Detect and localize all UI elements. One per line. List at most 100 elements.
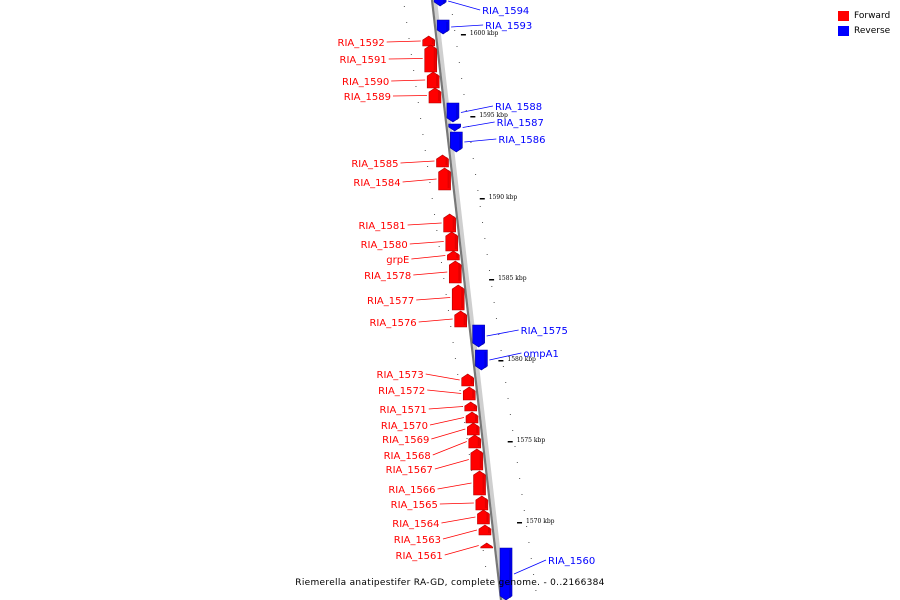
gene-RIA_1570[interactable]: RIA_1570 xyxy=(381,411,479,432)
gene-label[interactable]: RIA_1575 xyxy=(521,326,568,337)
gene-label[interactable]: RIA_1593 xyxy=(485,21,532,32)
gene-arrow[interactable] xyxy=(422,35,436,47)
gene-arrow[interactable] xyxy=(450,131,463,153)
gene-RIA_1576[interactable]: RIA_1576 xyxy=(369,310,467,329)
gene-arrow[interactable] xyxy=(454,310,467,328)
gene-RIA_1584[interactable]: RIA_1584 xyxy=(353,167,451,191)
gene-label[interactable]: RIA_1560 xyxy=(548,556,595,567)
gene-RIA_1572[interactable]: RIA_1572 xyxy=(378,386,476,401)
gene-RIA_1587[interactable]: RIA_1587 xyxy=(448,118,544,132)
gene-arrow[interactable] xyxy=(472,324,485,348)
gene-label[interactable]: RIA_1577 xyxy=(367,296,414,307)
gene-RIA_1575[interactable]: RIA_1575 xyxy=(472,324,568,348)
gene-arrow[interactable] xyxy=(436,154,449,168)
gene-label[interactable]: RIA_1570 xyxy=(381,421,428,432)
gene-arrow[interactable] xyxy=(451,284,465,311)
gene-arrow[interactable] xyxy=(436,19,450,35)
gene-label[interactable]: RIA_1580 xyxy=(361,240,408,251)
gene-label[interactable]: RIA_1576 xyxy=(369,318,416,329)
gene-arrow[interactable] xyxy=(477,509,490,525)
gene-arrow[interactable] xyxy=(468,434,482,449)
gene-RIA_1560[interactable]: RIA_1560 xyxy=(499,547,595,600)
gene-arrow[interactable] xyxy=(464,401,478,412)
gene-label[interactable]: RIA_1592 xyxy=(338,38,385,49)
gene-RIA_1589[interactable]: RIA_1589 xyxy=(344,87,442,104)
gene-arrow[interactable] xyxy=(475,349,488,371)
gene-RIA_1578[interactable]: RIA_1578 xyxy=(364,260,462,284)
gene-label[interactable]: RIA_1587 xyxy=(497,118,544,129)
gene-RIA_1590[interactable]: RIA_1590 xyxy=(342,71,440,89)
gene-RIA_1577[interactable]: RIA_1577 xyxy=(367,284,465,311)
gene-label[interactable]: RIA_1573 xyxy=(377,370,424,381)
gene-arrow[interactable] xyxy=(433,0,447,7)
gene-arrow[interactable] xyxy=(448,260,462,284)
gene-RIA_1580[interactable]: RIA_1580 xyxy=(361,231,459,252)
gene-label[interactable]: ompA1 xyxy=(523,349,558,360)
gene-label[interactable]: RIA_1569 xyxy=(382,435,429,446)
gene-arrow[interactable] xyxy=(448,123,461,132)
gene-RIA_1565[interactable]: RIA_1565 xyxy=(391,495,489,511)
gene-label[interactable]: RIA_1588 xyxy=(495,102,542,113)
gene-RIA_1573[interactable]: RIA_1573 xyxy=(377,370,475,387)
gene-RIA_1593[interactable]: RIA_1593 xyxy=(436,19,532,35)
gene-arrow[interactable] xyxy=(424,44,438,73)
gene-arrow[interactable] xyxy=(499,547,513,600)
gene-arrow[interactable] xyxy=(461,373,475,387)
gene-label[interactable]: RIA_1564 xyxy=(392,519,439,530)
gene-label[interactable]: RIA_1563 xyxy=(394,535,441,546)
gene-RIA_1588[interactable]: RIA_1588 xyxy=(446,102,542,123)
gene-arrow[interactable] xyxy=(428,87,442,104)
gene-label[interactable]: RIA_1567 xyxy=(386,465,433,476)
gene-arrow[interactable] xyxy=(443,213,456,233)
gene-RIA_1591[interactable]: RIA_1591 xyxy=(340,44,438,73)
gene-arrow[interactable] xyxy=(465,411,479,424)
gene-label[interactable]: RIA_1594 xyxy=(482,6,529,17)
gene-shade xyxy=(475,414,478,421)
gene-grpE[interactable]: grpE xyxy=(386,250,460,266)
gene-arrow[interactable] xyxy=(475,495,489,511)
gene-label[interactable]: RIA_1584 xyxy=(353,178,400,189)
gene-arrow[interactable] xyxy=(480,542,494,549)
gene-RIA_1585[interactable]: RIA_1585 xyxy=(351,154,449,170)
gene-label[interactable]: RIA_1571 xyxy=(380,405,427,416)
gene-arrow[interactable] xyxy=(473,470,486,496)
gene-RIA_1564[interactable]: RIA_1564 xyxy=(392,509,490,530)
scale-dot xyxy=(512,430,514,431)
gene-RIA_1566[interactable]: RIA_1566 xyxy=(388,470,486,496)
gene-label[interactable]: RIA_1590 xyxy=(342,77,389,88)
gene-arrow[interactable] xyxy=(426,71,440,89)
gene-RIA_1567[interactable]: RIA_1567 xyxy=(386,448,484,476)
gene-label[interactable]: RIA_1572 xyxy=(378,386,425,397)
gene-ompA1[interactable]: ompA1 xyxy=(475,349,559,371)
gene-label[interactable]: RIA_1581 xyxy=(358,221,405,232)
gene-arrow[interactable] xyxy=(462,386,476,401)
gene-RIA_1561[interactable]: RIA_1561 xyxy=(396,542,494,562)
gene-label[interactable]: RIA_1561 xyxy=(396,551,443,562)
gene-arrow[interactable] xyxy=(478,524,492,536)
gene-label[interactable]: RIA_1566 xyxy=(388,485,435,496)
gene-shade xyxy=(447,170,450,188)
gene-label[interactable]: RIA_1586 xyxy=(498,135,545,146)
gene-leader-line xyxy=(460,105,494,113)
gene-RIA_1594[interactable]: RIA_1594 xyxy=(433,0,529,17)
gene-RIA_1592[interactable]: RIA_1592 xyxy=(338,35,436,49)
gene-label[interactable]: RIA_1578 xyxy=(364,271,411,282)
gene-label[interactable]: RIA_1568 xyxy=(384,451,431,462)
gene-RIA_1563[interactable]: RIA_1563 xyxy=(394,524,492,546)
gene-arrow[interactable] xyxy=(447,250,460,261)
gene-RIA_1569[interactable]: RIA_1569 xyxy=(382,422,480,446)
gene-arrow[interactable] xyxy=(467,422,480,436)
gene-arrow[interactable] xyxy=(446,102,460,123)
gene-label[interactable]: RIA_1565 xyxy=(391,500,438,511)
gene-RIA_1581[interactable]: RIA_1581 xyxy=(358,213,456,233)
gene-label[interactable]: RIA_1585 xyxy=(351,159,398,170)
gene-arrow[interactable] xyxy=(470,448,484,471)
gene-arrow[interactable] xyxy=(438,167,451,191)
gene-RIA_1571[interactable]: RIA_1571 xyxy=(380,401,478,416)
gene-arrow[interactable] xyxy=(445,231,459,252)
gene-label[interactable]: grpE xyxy=(386,255,409,266)
gene-RIA_1586[interactable]: RIA_1586 xyxy=(450,131,546,153)
gene-RIA_1568[interactable]: RIA_1568 xyxy=(384,434,482,462)
gene-label[interactable]: RIA_1589 xyxy=(344,92,391,103)
gene-label[interactable]: RIA_1591 xyxy=(340,55,387,66)
